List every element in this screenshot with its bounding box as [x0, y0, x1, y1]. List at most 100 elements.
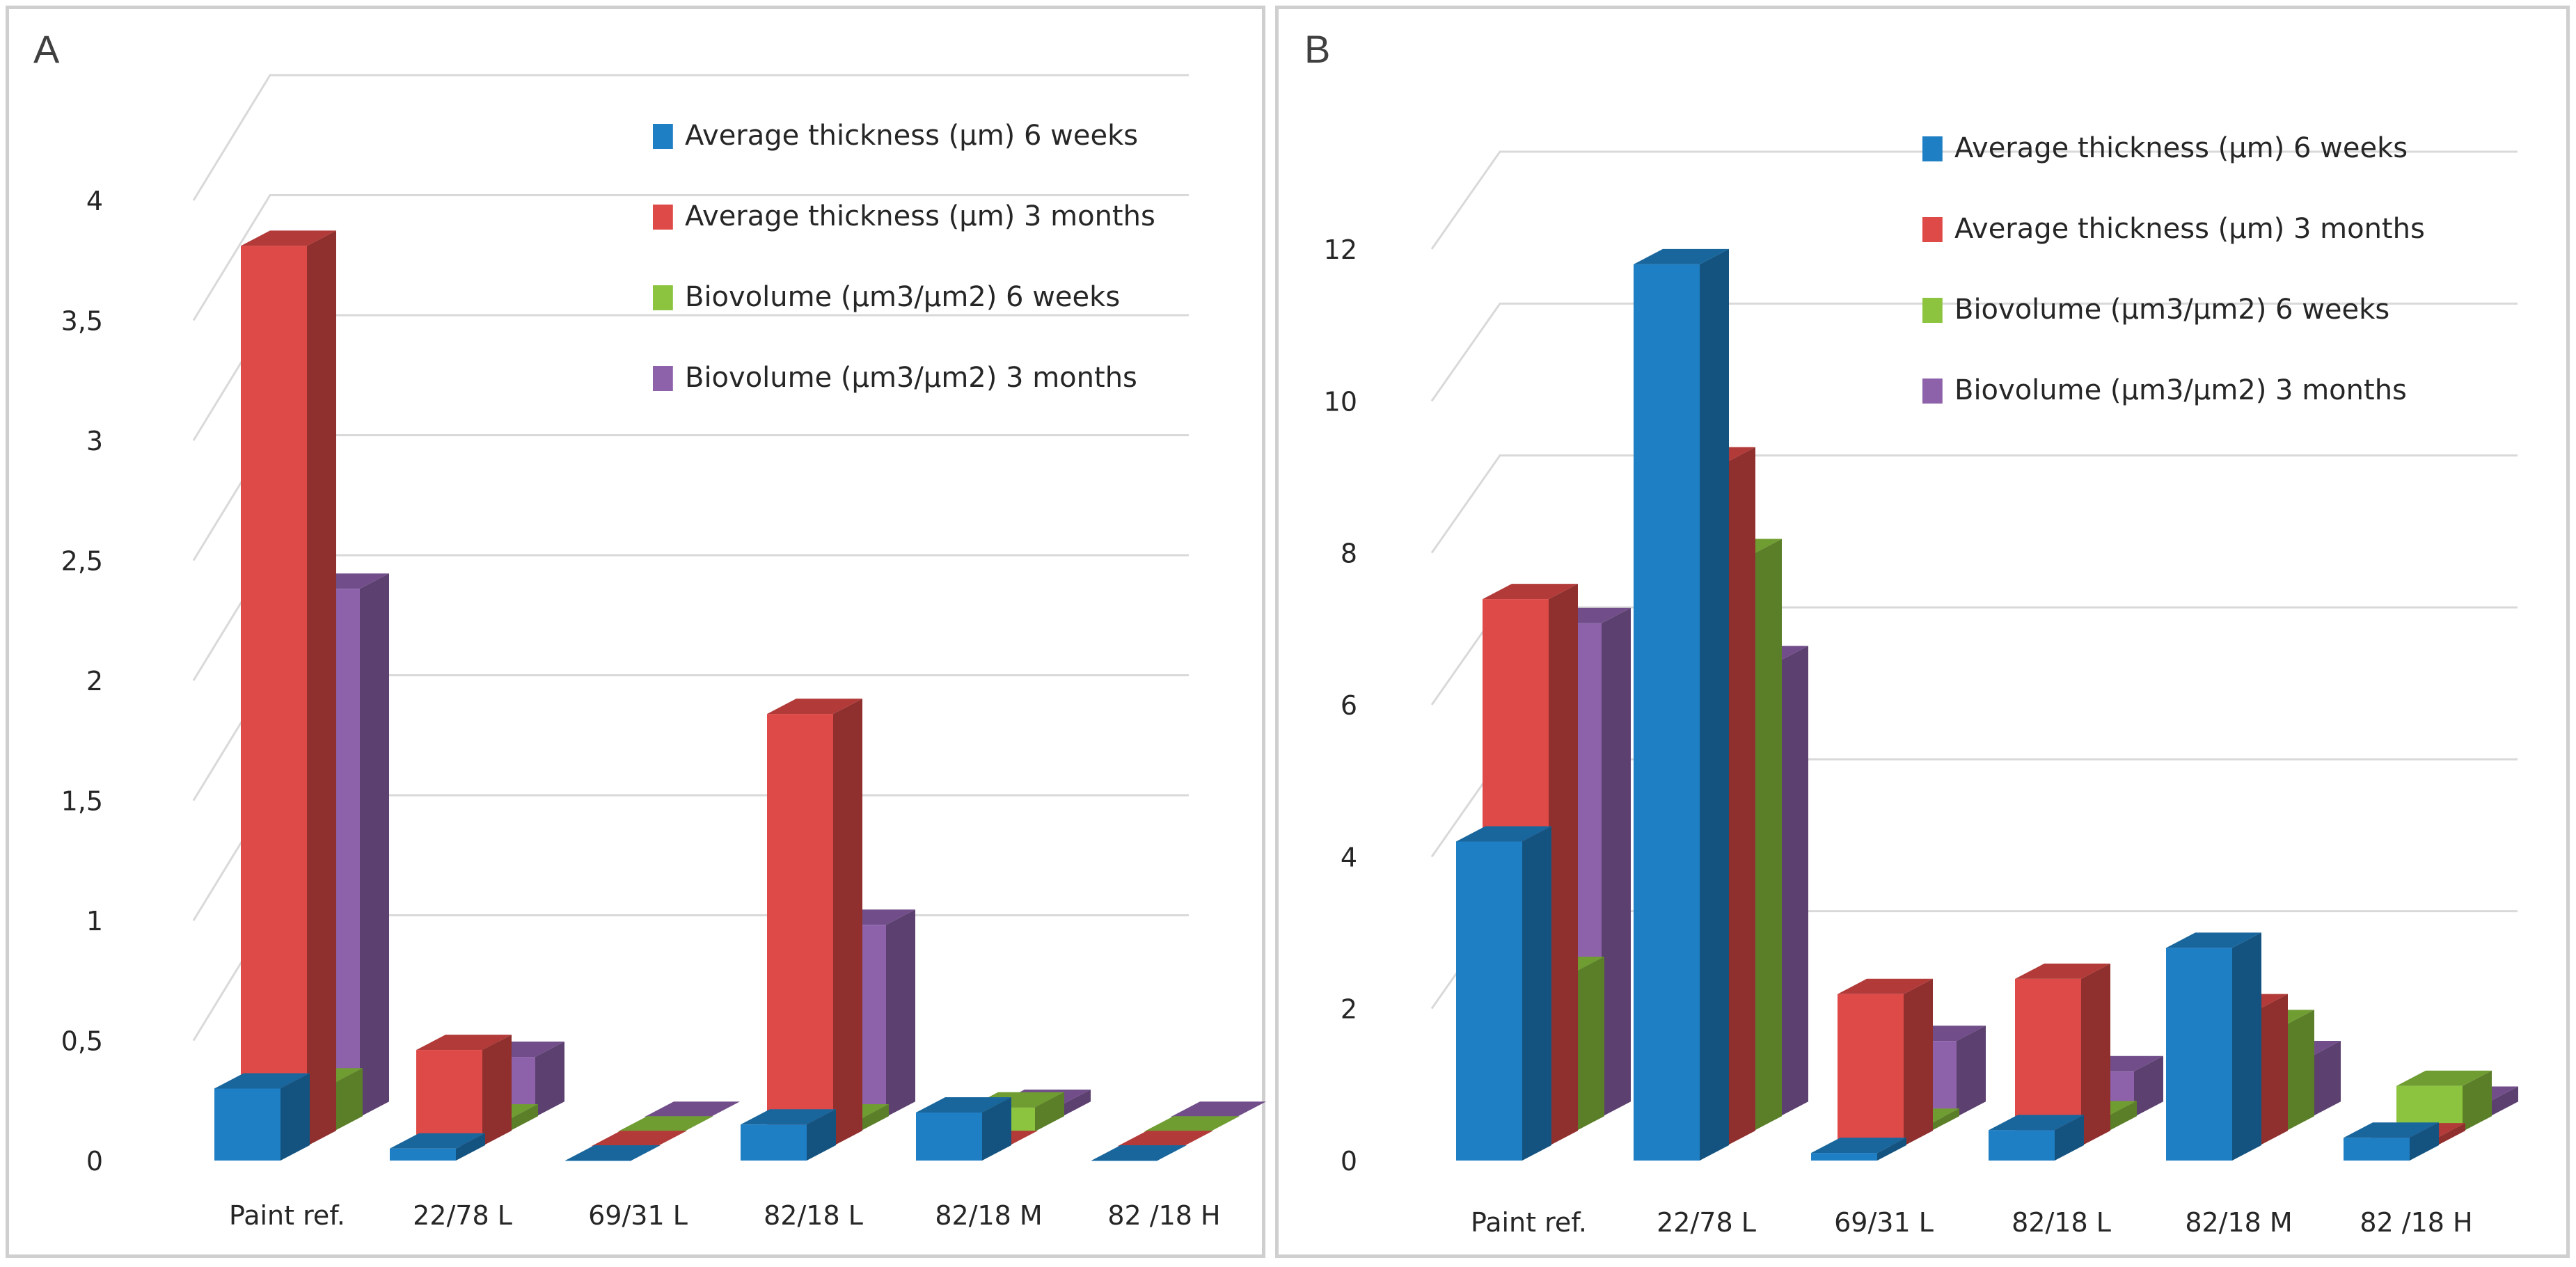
bar-side	[2134, 1055, 2163, 1117]
bar-side	[1549, 584, 1578, 1147]
bar-top	[1456, 826, 1551, 842]
gridline-6	[1430, 150, 2518, 250]
bar-4-3	[645, 1101, 740, 1117]
bar-side	[280, 1073, 310, 1161]
bar-side	[1602, 607, 1631, 1117]
bar-top	[390, 1133, 485, 1149]
bar-1-4	[1989, 1115, 2084, 1161]
bar-2-3	[1838, 978, 1933, 1147]
x-tick-label: 69/31 L	[1834, 1207, 1934, 1238]
bar-side	[2489, 1086, 2518, 1117]
legend-item-1: Average thickness (µm) 6 weeks	[1922, 132, 2408, 164]
bar-top	[1838, 978, 1933, 994]
bar-side	[2312, 1040, 2341, 1117]
bar-front	[1811, 1153, 1877, 1161]
bar-top	[2396, 1070, 2492, 1086]
y-tick-label: 4	[86, 186, 103, 216]
bar-1-6	[1091, 1145, 1187, 1161]
bar-top	[1118, 1131, 1213, 1147]
bar-front	[916, 1113, 982, 1161]
bar-side	[2436, 1123, 2465, 1147]
bar-1-4	[741, 1109, 836, 1161]
x-tick-label: 82/18 L	[2012, 1207, 2111, 1238]
bar-1-2	[390, 1133, 485, 1161]
bar-side	[535, 1042, 564, 1117]
legend-label: Average thickness (µm) 6 weeks	[1954, 132, 2408, 164]
bar-side	[2081, 963, 2110, 1147]
bar-side	[482, 1035, 512, 1147]
bar-side	[456, 1133, 485, 1161]
legend-swatch	[653, 366, 673, 391]
bar-1-3	[565, 1145, 661, 1161]
bar-2-4	[767, 699, 862, 1147]
bars	[1456, 248, 2518, 1161]
y-tick-label: 2,5	[61, 546, 103, 577]
bar-top	[741, 1109, 836, 1125]
bar-side	[860, 1103, 889, 1132]
bar-front	[214, 1088, 280, 1161]
y-axis: 0 2 4 6 8 10 12	[1324, 234, 1357, 1177]
bar-top	[214, 1073, 310, 1089]
bar-top	[645, 1101, 740, 1117]
bar-side	[1877, 1138, 1906, 1161]
legend-item-4: Biovolume (µm3/µm2) 3 months	[653, 362, 1137, 394]
bar-side	[360, 573, 389, 1117]
legend-swatch	[1922, 136, 1943, 161]
y-tick-label: 3	[86, 426, 103, 456]
bar-1-5	[916, 1097, 1011, 1161]
bar-side	[2410, 1122, 2439, 1161]
bar-side	[886, 909, 915, 1117]
gridline-8	[192, 74, 1189, 201]
bar-top	[618, 1116, 713, 1132]
y-tick-label: 12	[1324, 234, 1357, 265]
panel-a-frame	[6, 6, 1265, 1258]
legend-label: Biovolume (µm3/µm2) 6 weeks	[685, 281, 1120, 313]
legend-swatch	[653, 205, 673, 230]
legend-item-4: Biovolume (µm3/µm2) 3 months	[1922, 374, 2407, 406]
legend-label: Biovolume (µm3/µm2) 6 weeks	[1954, 294, 2389, 326]
bar-front	[241, 246, 307, 1147]
bars	[214, 230, 1266, 1161]
bar-side	[509, 1103, 538, 1132]
bar-top	[1989, 1115, 2084, 1131]
bar-top	[2015, 963, 2110, 979]
bar-top	[592, 1131, 687, 1147]
bar-3-6	[2396, 1070, 2492, 1132]
bar-side	[2285, 1010, 2314, 1132]
bar-side	[833, 699, 862, 1147]
bar-4-6	[1171, 1101, 1266, 1117]
legend-swatch	[653, 285, 673, 310]
y-tick-label: 2	[1341, 994, 1357, 1025]
x-tick-label: 82 /18 H	[1107, 1200, 1220, 1231]
bar-2-2	[416, 1035, 512, 1147]
y-tick-label: 1	[86, 906, 103, 937]
legend-label: Biovolume (µm3/µm2) 3 months	[685, 362, 1137, 394]
y-tick-label: 4	[1341, 842, 1357, 872]
y-tick-label: 10	[1324, 386, 1357, 417]
bar-2-6	[1118, 1131, 1213, 1147]
bar-top	[1483, 584, 1578, 600]
legend-label: Average thickness (µm) 3 months	[1954, 213, 2425, 245]
bar-side	[1726, 447, 1755, 1147]
panel-a-label: A	[33, 27, 60, 71]
y-tick-label: 1,5	[61, 786, 103, 817]
x-tick-label: 82 /18 H	[2360, 1207, 2472, 1238]
legend-swatch	[1922, 378, 1943, 404]
bar-top	[241, 230, 336, 246]
x-axis: Paint ref. 22/78 L 69/31 L 82/18 L 82/18 M 82…	[229, 1200, 1221, 1231]
bar-front	[2166, 948, 2232, 1161]
x-tick-label: 82/18 M	[935, 1200, 1042, 1231]
bar-3-6	[1144, 1116, 1240, 1132]
bar-side	[1904, 978, 1933, 1147]
y-axis: 0 0,5 1 1,5 2 2,5 3 3,5 4	[61, 186, 103, 1177]
gridline-5	[192, 434, 1189, 561]
y-tick-label: 0	[86, 1146, 103, 1177]
bar-top	[1634, 248, 1729, 264]
y-tick-label: 0	[1341, 1146, 1357, 1177]
bar-2-3	[592, 1131, 687, 1147]
bar-side	[2108, 1101, 2137, 1132]
bar-3-3	[618, 1116, 713, 1132]
legend-item-2: Average thickness (µm) 3 months	[1922, 213, 2425, 245]
legend-swatch	[653, 124, 673, 149]
bar-1-6	[2344, 1122, 2439, 1161]
